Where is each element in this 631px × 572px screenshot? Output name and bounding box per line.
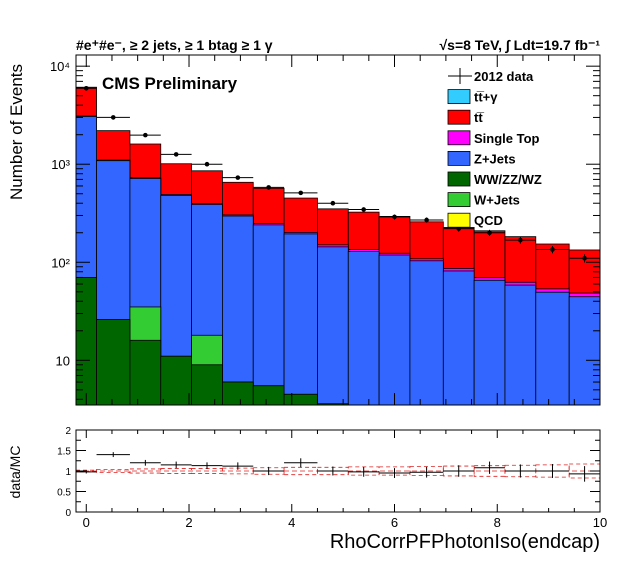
legend-label-6: W+Jets — [474, 193, 520, 208]
ratio-y-tick-label-2: 1 — [65, 467, 71, 478]
bar-ww-zz-wz-5 — [222, 381, 254, 406]
legend-label-7: QCD — [474, 213, 503, 228]
data-point-15 — [550, 247, 555, 252]
x-tick-label-1: 2 — [185, 515, 192, 530]
x-axis-label: RhoCorrPFPhotonIso(endcap) — [330, 531, 600, 553]
bar-ww-zz-wz-7 — [283, 393, 318, 406]
legend: 2012 data tt̅+γ tt̅ Single Top Z+Jets WW/ZZ/W… — [447, 68, 542, 228]
legend-swatch-5 — [447, 171, 471, 187]
x-tick-label-2: 4 — [288, 515, 295, 530]
data-point-1 — [110, 115, 116, 120]
legend-label-3: Single Top — [474, 131, 540, 146]
bar-z-jets-7 — [283, 233, 318, 406]
x-tick-label-0: 0 — [83, 515, 90, 530]
ratio-points — [76, 452, 600, 482]
bar-ww-zz-wz-1 — [96, 319, 131, 406]
plot-title-right: √s=8 TeV, ∫ Ldt=19.7 fb⁻¹ — [439, 37, 600, 54]
legend-swatch-7 — [447, 212, 471, 228]
bar-z-jets-6 — [252, 224, 285, 406]
data-point-2 — [143, 132, 148, 138]
legend-swatch-6 — [447, 192, 471, 208]
bar-z-jets-9 — [347, 251, 380, 406]
ratio-axes: 0 0.5 1 1.5 2 0 2 4 6 8 10 — [57, 426, 607, 530]
bar-ww-zz-wz-6 — [252, 385, 285, 406]
bar-z-jets-12 — [442, 270, 475, 406]
ratio-y-tick-label-3: 1.5 — [57, 447, 71, 458]
data-point-10 — [392, 214, 397, 220]
data-point-11 — [424, 217, 429, 223]
cms-label: CMS Preliminary — [102, 74, 238, 93]
bar-z-jets-5 — [222, 215, 254, 406]
ratio-y-tick-label-1: 0.5 — [57, 488, 71, 499]
ratio-band-3 — [160, 468, 192, 474]
ratio-band-2 — [129, 468, 162, 474]
legend-label-1: tt̅+γ — [474, 90, 498, 105]
bar-ww-zz-wz-2 — [129, 339, 162, 406]
data-point-16 — [582, 255, 587, 261]
data-point-0 — [83, 85, 89, 91]
main-axes: 10 10² 10³ 10⁴ — [50, 55, 601, 405]
data-points — [76, 85, 600, 263]
legend-label-5: WW/ZZ/WZ — [474, 172, 542, 187]
data-point-3 — [173, 152, 179, 157]
bar-ww-zz-wz-4 — [191, 364, 223, 406]
legend-label-4: Z+Jets — [474, 151, 516, 166]
bar-ww-zz-wz-0 — [75, 277, 97, 406]
main-histogram — [75, 86, 601, 406]
data-point-5 — [235, 175, 241, 180]
y-axis-label: Number of Events — [7, 64, 26, 200]
data-point-7 — [298, 190, 304, 196]
legend-label-0: 2012 data — [474, 69, 534, 84]
data-point-9 — [361, 207, 366, 212]
bar-z-jets-11 — [409, 260, 444, 406]
main-y-tick-label-1: 10² — [51, 255, 70, 270]
legend-swatch-4 — [447, 150, 471, 166]
plot-title-left: #e⁺#e⁻, ≥ 2 jets, ≥ 1 btag ≥ 1 γ — [76, 37, 273, 53]
ratio-y-label: data/MC — [7, 446, 23, 499]
ratio-y-tick-label-0: 0 — [65, 508, 71, 519]
bar-ww-zz-wz-3 — [160, 355, 192, 406]
ratio-band-10 — [378, 466, 411, 476]
legend-swatch-2 — [447, 109, 471, 125]
x-tick-label-3: 6 — [391, 515, 398, 530]
data-point-13 — [487, 230, 492, 236]
legend-swatch-1 — [447, 89, 471, 104]
data-point-4 — [204, 161, 210, 167]
bar-z-jets-16 — [568, 296, 601, 406]
main-plot-frame — [75, 54, 601, 406]
main-y-tick-label-2: 10³ — [51, 157, 70, 172]
bar-z-jets-14 — [504, 284, 537, 406]
legend-swatch-3 — [447, 130, 471, 146]
bar-z-jets-13 — [473, 279, 506, 406]
bar-z-jets-8 — [317, 246, 349, 406]
data-point-14 — [518, 237, 523, 243]
ratio-y-tick-label-4: 2 — [65, 426, 71, 437]
data-point-8 — [330, 200, 336, 206]
main-y-tick-label-3: 10⁴ — [50, 59, 70, 74]
bar-z-jets-10 — [378, 254, 411, 406]
bar-z-jets-15 — [535, 291, 570, 406]
legend-label-2: tt̅ — [474, 110, 484, 125]
x-tick-label-5: 10 — [593, 515, 607, 530]
main-y-tick-label-0: 10 — [56, 353, 70, 368]
x-tick-label-4: 8 — [494, 515, 501, 530]
data-point-6 — [266, 185, 271, 190]
